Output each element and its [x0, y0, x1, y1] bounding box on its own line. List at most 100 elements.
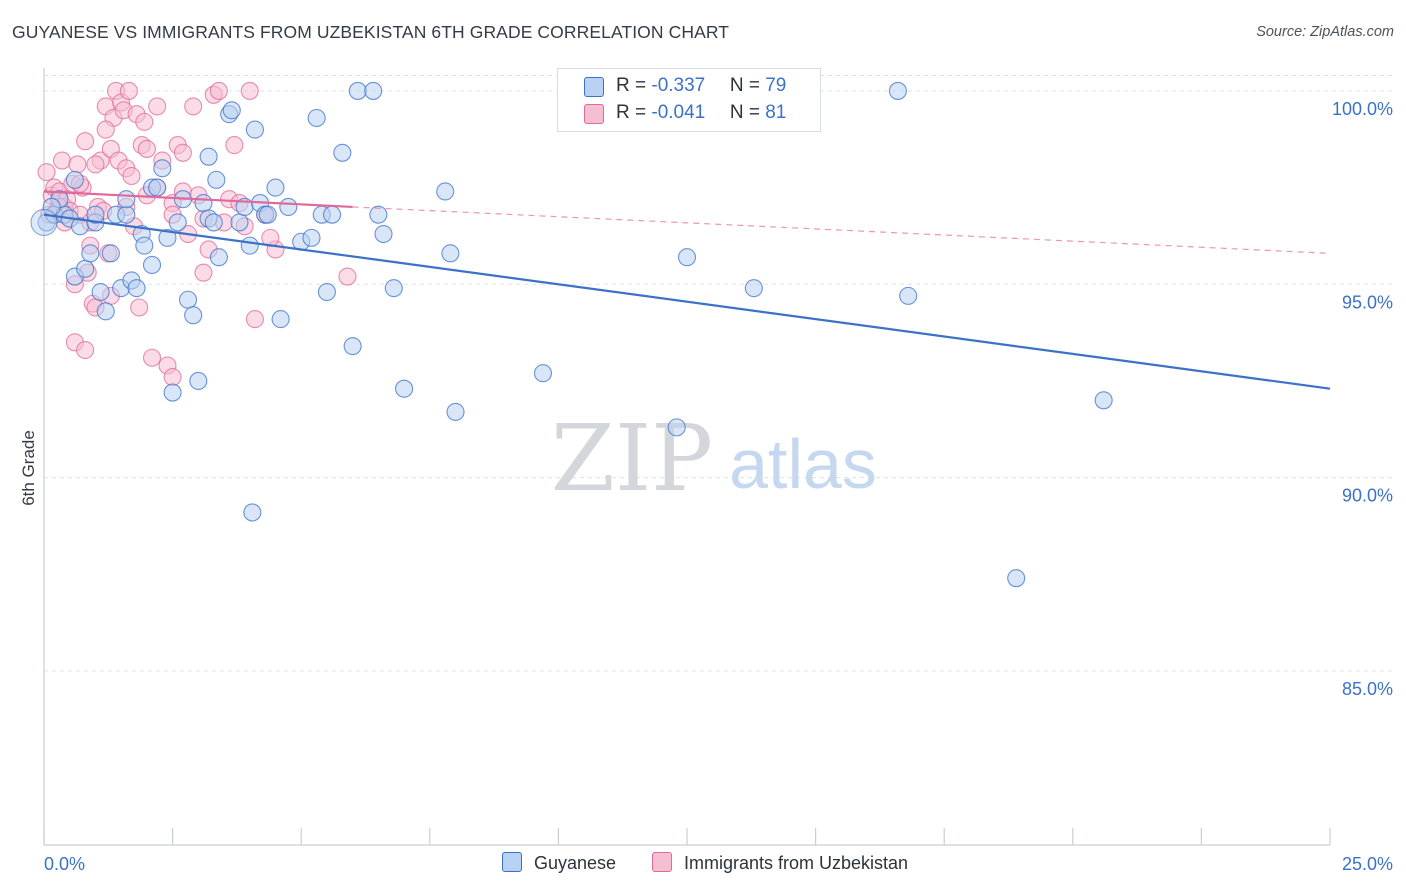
guyanese-point — [86, 205, 105, 224]
guyanese-point — [343, 337, 362, 356]
guyanese-point — [446, 402, 465, 421]
guyanese-point — [436, 182, 455, 201]
guyanese-point — [258, 205, 277, 224]
guyanese-point — [158, 228, 177, 247]
watermark-zip: ZIP — [551, 405, 713, 512]
uzbekistan-point — [68, 155, 87, 174]
guyanese-point — [163, 383, 182, 402]
guyanese-point — [245, 120, 264, 139]
guyanese-point — [395, 379, 414, 398]
uzbekistan-point — [245, 310, 264, 329]
guyanese-point — [117, 205, 136, 224]
y-tick-label: 90.0% — [1342, 486, 1393, 506]
guyanese-point — [667, 418, 686, 437]
guyanese-point — [441, 244, 460, 263]
guyanese-point — [189, 371, 208, 391]
guyanese-point — [240, 236, 259, 255]
legend-n-value-2: 81 — [765, 102, 787, 123]
guyanese-point — [117, 190, 136, 209]
uzbekistan-point — [225, 136, 244, 155]
guyanese-point — [204, 213, 223, 232]
guyanese-point — [302, 228, 321, 247]
guyanese-point — [271, 310, 290, 329]
guyanese-trend-line — [43, 213, 1331, 390]
uzbekistan-point — [119, 81, 138, 100]
watermark-atlas: atlas — [729, 425, 877, 503]
chart-title: GUYANESE VS IMMIGRANTS FROM UZBEKISTAN 6… — [12, 22, 730, 42]
guyanese-point — [81, 244, 100, 263]
uzbekistan-point — [194, 263, 213, 282]
guyanese-point — [209, 248, 228, 267]
watermark: ZIP atlas — [551, 405, 877, 512]
uzbekistan-point — [240, 81, 259, 100]
y-axis-title: 6th Grade — [19, 430, 38, 506]
legend-r-label-1: R = — [616, 75, 652, 96]
guyanese-point — [533, 364, 553, 383]
guyanese-point — [230, 213, 249, 232]
guyanese-point — [168, 213, 187, 232]
uzbekistan-point — [184, 97, 203, 116]
guyanese-point — [323, 205, 342, 224]
uzbekistan-point — [173, 143, 192, 162]
bottom-legend-guyanese: Guyanese — [502, 852, 616, 874]
guyanese-point — [333, 143, 352, 162]
guyanese-point — [91, 282, 110, 302]
guyanese-point — [243, 503, 262, 522]
guyanese-point — [135, 236, 154, 255]
guyanese-point — [178, 290, 198, 309]
guyanese-point — [194, 194, 213, 213]
legend-r-value-2: -0.041 — [651, 102, 706, 123]
uzbekistan-point — [122, 166, 141, 186]
guyanese-point — [148, 178, 167, 197]
guyanese-point — [76, 259, 95, 278]
guyanese-point — [127, 279, 146, 298]
guyanese-point — [369, 205, 388, 224]
uzbekistan-trend-line — [43, 190, 353, 209]
trend-lines — [43, 190, 1331, 390]
guyanese-point — [744, 279, 763, 298]
y-tick-label: 85.0% — [1342, 679, 1393, 699]
legend-n-label-1: N = — [729, 75, 766, 96]
legend-r-label-2: R = — [616, 102, 652, 123]
guyanese-point — [317, 282, 336, 302]
legend-n-label-2: N = — [729, 102, 766, 123]
guyanese-point — [364, 81, 383, 100]
uzbekistan-point — [86, 155, 105, 174]
uzbekistan-point — [338, 267, 357, 286]
guyanese-point — [899, 286, 918, 305]
guyanese-point — [1094, 391, 1113, 410]
uzbekistan-point — [163, 368, 182, 387]
uzbekistan-point — [96, 120, 115, 139]
guyanese-point — [279, 197, 298, 216]
uzbekistan-point — [76, 340, 95, 360]
guyanese-point — [222, 101, 241, 120]
bottom-legend-swatch-blue — [502, 852, 522, 872]
bottom-legend-label-guyanese: Guyanese — [534, 853, 617, 873]
uzbekistan-point — [130, 298, 149, 317]
guyanese-point — [142, 255, 162, 275]
guyanese-point — [374, 224, 393, 244]
x-tick-label-min: 0.0% — [44, 854, 85, 874]
guyanese-point — [384, 279, 403, 298]
bottom-legend-label-uzbekistan: Immigrants from Uzbekistan — [684, 853, 909, 873]
guyanese-point — [677, 248, 697, 267]
guyanese-point — [153, 159, 172, 178]
bottom-legend-swatch-pink — [652, 852, 672, 872]
uzbekistan-point — [76, 132, 95, 151]
legend: R = -0.337 N = 79 R = -0.041 N = 81 — [557, 68, 821, 132]
uzbekistan-point — [135, 112, 154, 131]
uzbekistan-point — [142, 348, 162, 367]
guyanese-point — [307, 108, 326, 128]
x-tick-label-max: 25.0% — [1342, 854, 1393, 874]
uzbekistan-point — [209, 81, 228, 100]
guyanese-point — [65, 170, 84, 189]
guyanese-point — [1007, 569, 1026, 588]
tick-labels: 100.0% 95.0% 90.0% 85.0% 0.0% 25.0% — [44, 99, 1393, 874]
legend-r-value-1: -0.337 — [651, 75, 706, 96]
legend-swatch-blue — [584, 77, 604, 97]
uzbekistan-point — [137, 139, 156, 158]
guyanese-point — [96, 302, 115, 321]
series-guyanese — [30, 81, 1113, 588]
guyanese-point — [348, 81, 367, 100]
